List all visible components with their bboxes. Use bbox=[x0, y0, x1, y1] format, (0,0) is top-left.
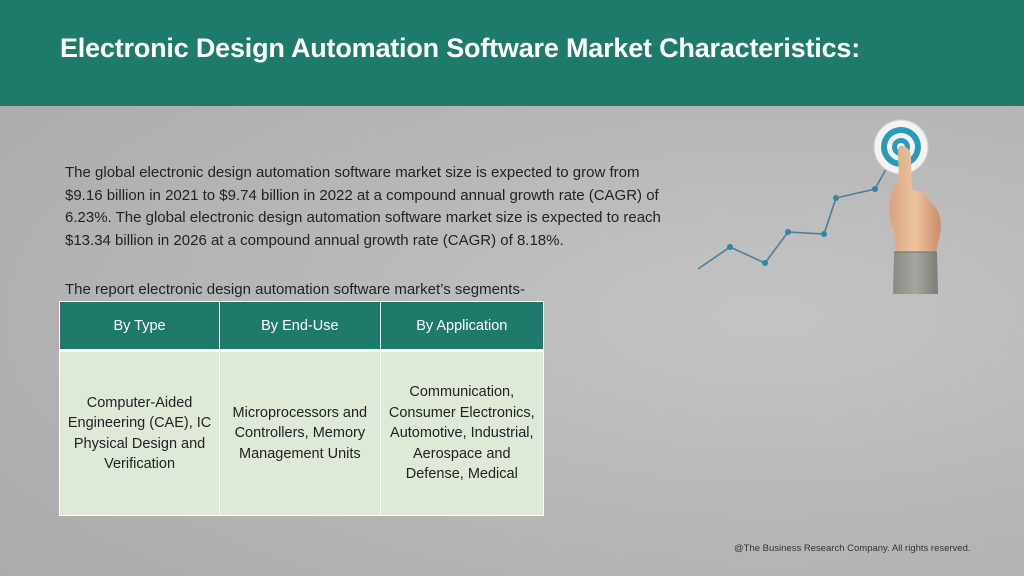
table-header-row: By Type By End-Use By Application bbox=[58, 301, 545, 351]
cell-end-use-values: Microprocessors and Controllers, Memory … bbox=[219, 349, 381, 516]
cell-application-values: Communication, Consumer Electronics, Aut… bbox=[379, 349, 545, 516]
header-by-application: By Application bbox=[379, 301, 545, 351]
trend-line bbox=[697, 141, 902, 270]
market-description: The global electronic design automation … bbox=[65, 164, 661, 249]
segments-label: The report electronic design automation … bbox=[65, 281, 525, 298]
table-row: Computer-Aided Engineering (CAE), IC Phy… bbox=[58, 349, 545, 516]
segments-table: By Type By End-Use By Application Comput… bbox=[58, 301, 545, 516]
header-by-end-use: By End-Use bbox=[219, 301, 381, 351]
cell-type-values: Computer-Aided Engineering (CAE), IC Phy… bbox=[58, 349, 221, 516]
page-title: Electronic Design Automation Software Ma… bbox=[60, 33, 861, 63]
trend-points bbox=[727, 186, 878, 266]
copyright-footer: @The Business Research Company. All righ… bbox=[734, 543, 971, 554]
header-by-type: By Type bbox=[58, 301, 221, 351]
growth-chart-target-icon bbox=[697, 119, 941, 294]
title-banner: Electronic Design Automation Software Ma… bbox=[0, 0, 1024, 106]
pointing-hand-icon bbox=[889, 145, 941, 294]
